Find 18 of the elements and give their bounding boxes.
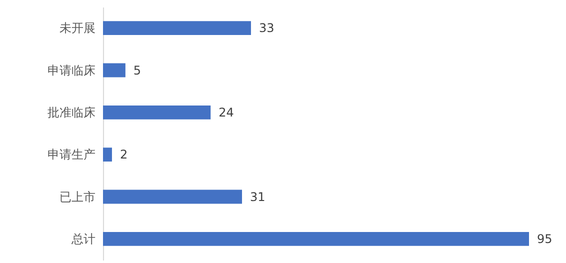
bar (103, 63, 126, 78)
data-label: 31 (250, 190, 266, 204)
y-tick-label: 已上市 (60, 190, 96, 204)
y-tick-label: 未开展 (60, 21, 96, 36)
y-tick-label: 总计 (70, 232, 96, 246)
y-tick-label: 批准临床 (48, 105, 96, 120)
bar (103, 105, 211, 120)
data-label: 95 (537, 232, 552, 246)
data-label: 33 (258, 21, 274, 36)
y-tick-label: 申请临床 (48, 63, 96, 78)
bar (103, 148, 112, 162)
bar (103, 21, 251, 36)
bar (103, 232, 529, 246)
data-label: 5 (133, 63, 142, 78)
data-label: 2 (120, 148, 128, 162)
y-tick-label: 申请生产 (48, 148, 96, 162)
bar (103, 190, 242, 204)
data-label: 24 (218, 105, 234, 120)
